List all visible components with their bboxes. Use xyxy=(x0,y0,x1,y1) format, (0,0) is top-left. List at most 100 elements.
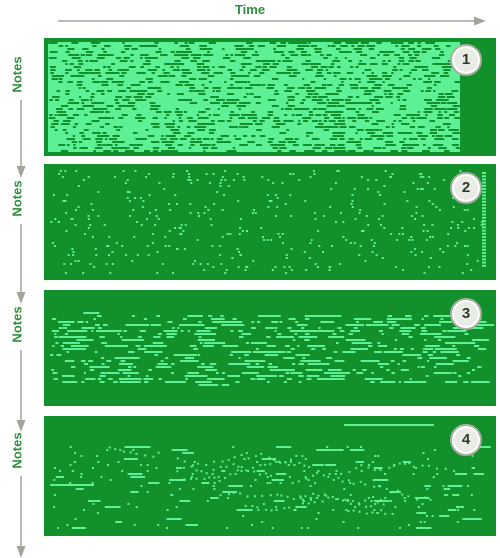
note-mark xyxy=(210,147,218,149)
note-mark xyxy=(277,333,282,335)
note-mark xyxy=(324,494,327,497)
note-mark xyxy=(176,111,183,113)
note-mark xyxy=(278,473,281,475)
note-mark xyxy=(425,375,429,377)
note-mark xyxy=(93,318,96,320)
note-mark xyxy=(145,78,153,80)
note-mark xyxy=(422,452,425,454)
piano-roll-4 xyxy=(44,416,496,536)
note-mark xyxy=(358,503,361,506)
note-mark xyxy=(179,227,182,229)
note-mark xyxy=(155,467,158,469)
note-mark xyxy=(305,120,308,122)
note-mark xyxy=(209,129,216,131)
note-mark xyxy=(281,54,285,56)
note-mark xyxy=(385,141,389,143)
note-mark xyxy=(257,45,261,47)
notes-axis-label: Notes xyxy=(9,180,25,217)
note-mark xyxy=(75,170,78,172)
note-mark xyxy=(260,60,269,62)
note-mark xyxy=(373,509,376,511)
note-mark xyxy=(71,42,76,44)
note-mark xyxy=(103,66,107,68)
note-mark xyxy=(155,87,161,89)
note-mark xyxy=(464,333,469,335)
note-mark xyxy=(261,521,264,523)
note-mark xyxy=(309,497,312,499)
note-mark xyxy=(172,173,175,175)
note-mark xyxy=(240,466,243,469)
note-mark xyxy=(353,242,356,244)
note-mark xyxy=(405,333,410,335)
note-mark xyxy=(182,466,185,469)
note-mark xyxy=(407,524,410,526)
note-mark xyxy=(251,524,254,526)
note-mark xyxy=(163,330,169,332)
note-mark xyxy=(175,84,181,86)
note-mark xyxy=(242,176,245,178)
note-mark xyxy=(200,470,203,473)
note-mark xyxy=(203,345,213,347)
notes-axis: Notes xyxy=(0,36,40,178)
note-mark xyxy=(382,81,385,83)
note-mark xyxy=(269,327,274,329)
note-mark xyxy=(108,378,113,380)
note-mark xyxy=(324,147,333,149)
note-mark xyxy=(98,117,106,119)
note-mark xyxy=(424,339,427,341)
note-mark xyxy=(301,99,306,101)
note-mark xyxy=(64,348,70,350)
note-mark xyxy=(402,123,410,125)
note-mark xyxy=(142,63,151,65)
note-mark xyxy=(273,48,276,50)
note-mark xyxy=(329,372,351,374)
note-mark xyxy=(267,141,273,143)
note-mark xyxy=(165,357,169,359)
note-mark xyxy=(239,254,242,256)
note-mark xyxy=(482,258,486,261)
note-mark xyxy=(184,135,189,137)
note-mark xyxy=(152,117,158,119)
note-mark xyxy=(304,339,310,341)
note-mark xyxy=(321,102,327,104)
note-mark xyxy=(91,467,94,469)
note-mark xyxy=(287,464,290,466)
note-mark xyxy=(421,188,424,190)
note-mark xyxy=(125,96,132,98)
note-mark xyxy=(295,455,298,457)
note-mark xyxy=(143,318,148,320)
note-mark xyxy=(210,318,215,320)
note-mark xyxy=(126,87,131,89)
note-mark xyxy=(260,375,265,377)
note-mark xyxy=(254,212,257,214)
note-mark xyxy=(367,224,370,226)
note-mark xyxy=(246,495,249,498)
note-mark xyxy=(420,135,428,137)
note-mark xyxy=(290,348,294,350)
note-mark xyxy=(304,324,308,326)
note-mark xyxy=(270,509,273,512)
note-mark xyxy=(117,81,124,83)
note-mark xyxy=(212,318,225,320)
note-mark xyxy=(228,363,251,365)
note-mark xyxy=(62,381,78,383)
note-mark xyxy=(287,96,294,98)
note-mark xyxy=(466,263,469,265)
note-mark xyxy=(311,99,320,101)
note-mark xyxy=(280,72,289,74)
note-mark xyxy=(392,69,398,71)
note-mark xyxy=(404,45,410,47)
note-mark xyxy=(437,138,445,140)
note-mark xyxy=(219,465,222,468)
note-mark xyxy=(151,72,155,74)
note-mark xyxy=(344,99,351,101)
note-mark xyxy=(155,215,158,217)
note-mark xyxy=(89,60,97,62)
note-mark xyxy=(259,366,265,368)
note-mark xyxy=(454,81,463,83)
note-mark xyxy=(482,252,486,254)
note-mark xyxy=(161,135,164,137)
note-mark xyxy=(64,200,67,202)
note-mark xyxy=(264,69,267,71)
note-mark xyxy=(74,452,77,454)
